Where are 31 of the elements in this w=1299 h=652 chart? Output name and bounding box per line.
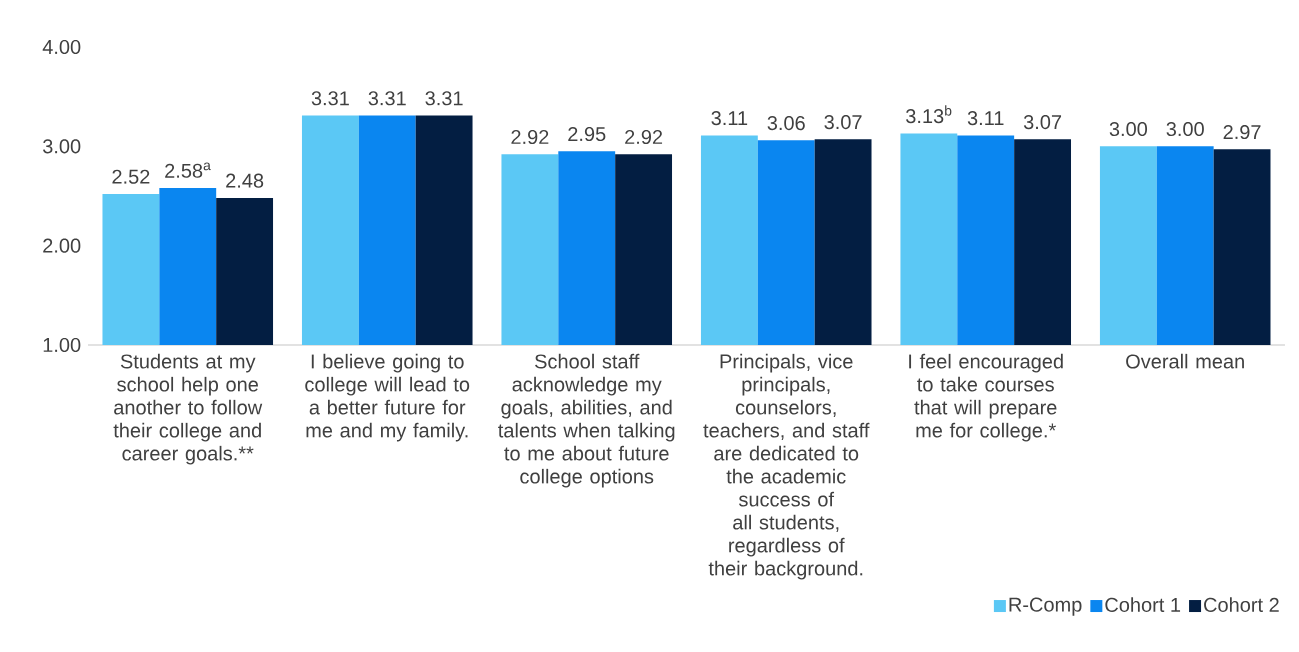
- category-label: Principals, vice principals, counselors, teachers, and staff are dedicated to the academic success of all students, regardless of their background.: [703, 353, 870, 580]
- data-label: 2.52: [112, 169, 150, 184]
- data-label: 2.58$^{a}$: [165, 162, 211, 178]
- data-label: 2.97: [1223, 124, 1261, 140]
- y-tick-label: 3.00: [42, 139, 81, 154]
- data-label: 3.31: [368, 91, 406, 106]
- legend-label: Cohort 2: [1204, 597, 1279, 612]
- data-label: 3.00: [1109, 121, 1148, 137]
- data-label: 3.11: [711, 111, 748, 126]
- legend-label: Cohort 1: [1105, 597, 1181, 612]
- y-tick-label: 2.00: [43, 238, 81, 253]
- data-label: 2.48: [226, 173, 264, 188]
- data-label: 3.06: [767, 116, 805, 131]
- data-label: 2.95: [568, 126, 606, 142]
- data-label: 3.07: [824, 115, 862, 130]
- x-tick-label: Students at my school help one another to follow their college and career goals.**: [113, 353, 263, 465]
- x-tick-label: Overall mean: [1126, 353, 1244, 369]
- data-label: 3.00: [1166, 121, 1204, 137]
- data-label: 3.11: [967, 111, 1004, 126]
- y-tick-label: 1.00: [43, 337, 81, 353]
- data-label: 2.92: [511, 129, 549, 145]
- x-tick-label: School staff acknowledge my goals, abilities, and talents when talking to me about future college options: [498, 353, 675, 488]
- x-tick-label: I feel encouraged to take courses that will prepare me for college.*: [909, 353, 1063, 442]
- data-label: 2.92: [625, 129, 663, 145]
- legend-label: R-Comp: [1009, 597, 1082, 616]
- y-tick-label: 4.00: [42, 39, 81, 55]
- x-tick-label: I believe going to college will lead to a better future for me and my family.: [305, 353, 470, 442]
- data-label: 3.13$^{b}$: [906, 105, 952, 124]
- data-label: 3.31: [425, 91, 463, 106]
- data-label: 3.07: [1023, 115, 1062, 130]
- data-label: 3.31: [311, 91, 349, 106]
